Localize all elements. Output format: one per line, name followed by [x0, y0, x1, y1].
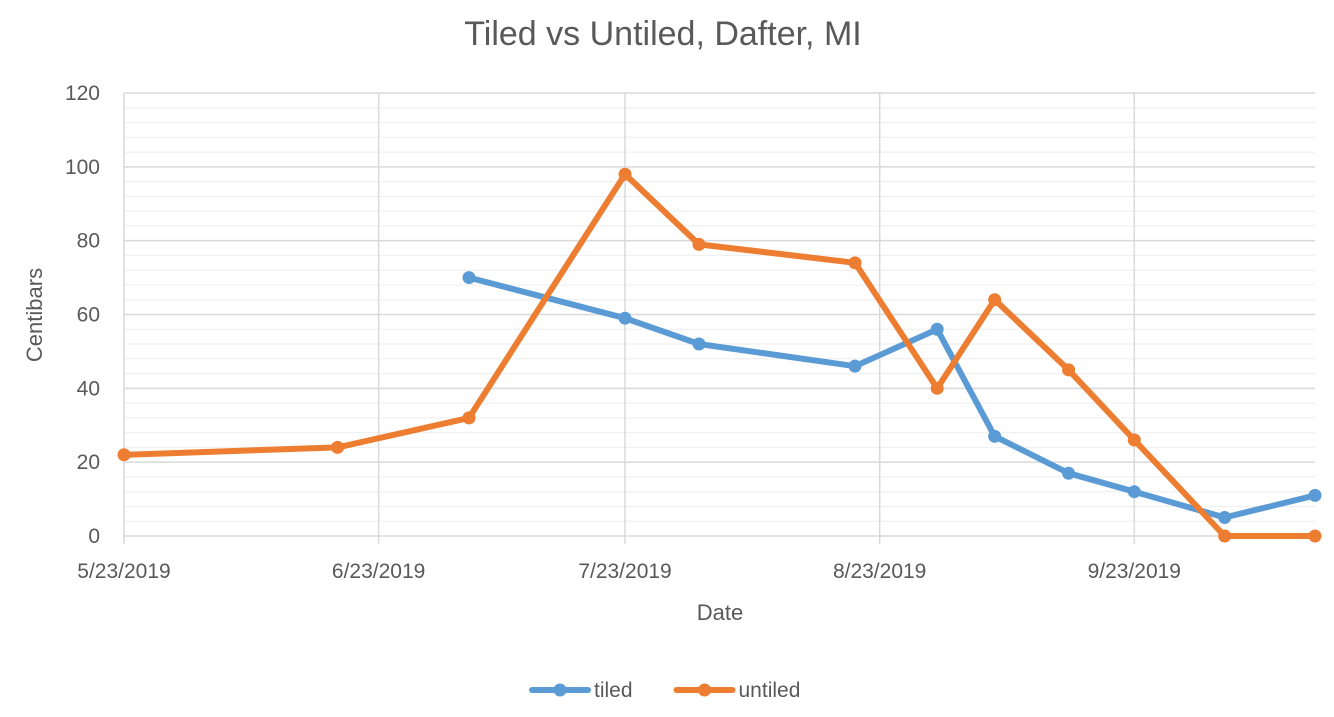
data-point-untiled: [930, 381, 944, 395]
y-tick-label: 60: [77, 304, 100, 327]
data-point-tiled: [692, 337, 706, 351]
data-point-untiled: [462, 411, 476, 425]
data-point-tiled: [462, 271, 476, 285]
data-point-untiled: [618, 167, 632, 181]
y-tick-label: 100: [65, 156, 100, 179]
legend-label-untiled: untiled: [739, 679, 801, 702]
data-point-untiled: [1218, 529, 1232, 543]
data-point-tiled: [1308, 488, 1322, 502]
y-tick-label: 0: [88, 525, 100, 548]
series-line-tiled: [466, 274, 1318, 521]
data-point-tiled: [1127, 485, 1141, 499]
data-point-untiled: [1062, 363, 1076, 377]
chart-title: Tiled vs Untiled, Dafter, MI: [464, 15, 861, 53]
legend-marker-tiled: [553, 683, 567, 697]
legend-label-tiled: tiled: [594, 679, 633, 702]
data-point-untiled: [117, 448, 131, 462]
data-point-untiled: [848, 256, 862, 270]
x-tick-label: 8/23/2019: [833, 560, 926, 583]
series-line-untiled: [121, 171, 1318, 539]
data-point-untiled: [988, 293, 1002, 307]
y-tick-label: 40: [77, 377, 100, 400]
legend-marker-untiled: [698, 683, 711, 697]
data-point-tiled: [618, 311, 632, 325]
x-axis-title: Date: [697, 600, 743, 625]
data-point-untiled: [1127, 433, 1141, 447]
x-tick-label: 5/23/2019: [77, 560, 170, 583]
data-point-tiled: [848, 359, 862, 373]
data-point-tiled: [988, 429, 1002, 443]
y-tick-label: 80: [77, 230, 100, 253]
data-point-untiled: [331, 440, 345, 454]
y-tick-label: 20: [77, 451, 100, 474]
data-point-untiled: [692, 237, 706, 251]
data-point-tiled: [1218, 511, 1232, 525]
legend: tiled untiled: [529, 679, 801, 702]
x-tick-label: 7/23/2019: [578, 560, 671, 583]
x-tick-label: 9/23/2019: [1088, 560, 1181, 583]
data-point-untiled: [1308, 529, 1322, 543]
series: [117, 167, 1322, 543]
y-axis-title: Centibars: [22, 268, 47, 362]
data-point-tiled: [930, 322, 944, 336]
data-point-tiled: [1062, 466, 1076, 480]
x-tick-label: 6/23/2019: [332, 560, 425, 583]
axes: 0 20 40 60 80 100 120 5/23/2019 6/23/2019 7/23/20…: [65, 82, 1181, 583]
y-tick-label: 120: [65, 82, 100, 105]
grid: [123, 92, 1315, 537]
